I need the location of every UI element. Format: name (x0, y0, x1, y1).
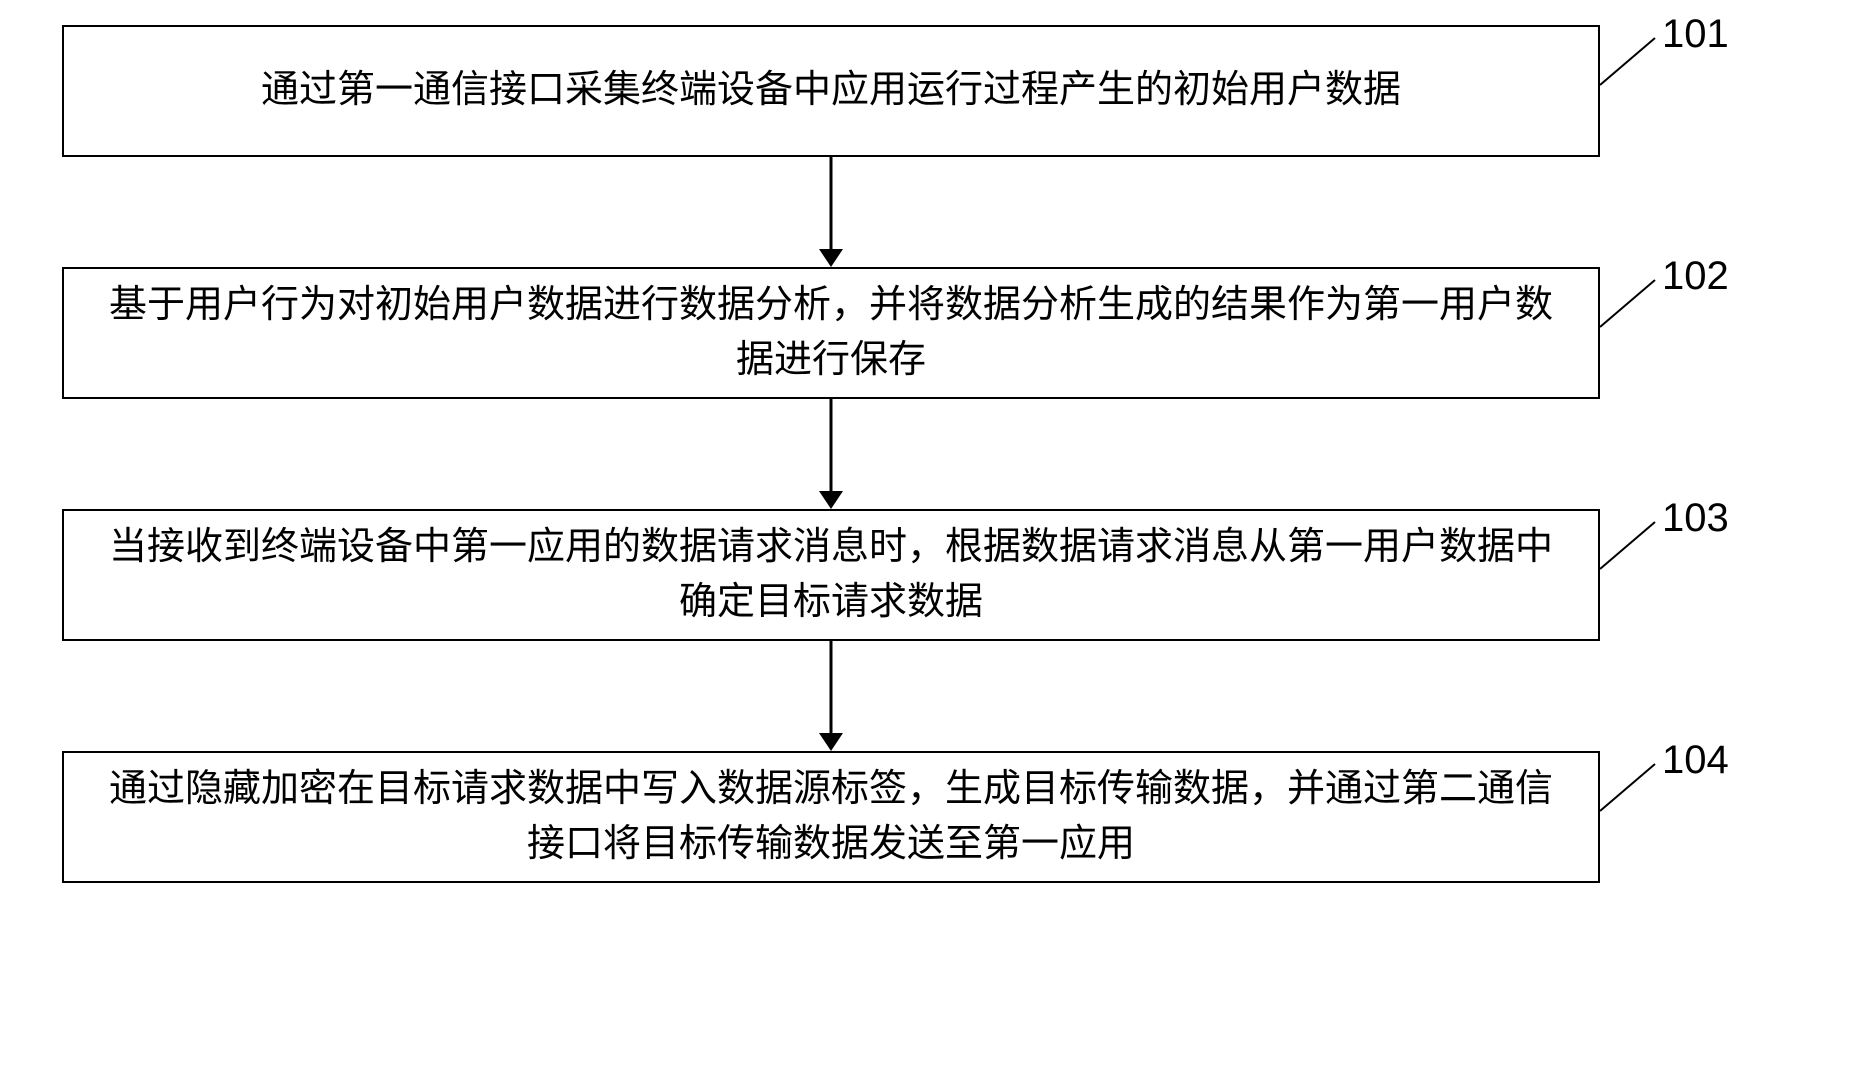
leader-line-4 (0, 0, 1852, 1083)
flowchart-canvas: 通过第一通信接口采集终端设备中应用运行过程产生的初始用户数据101基于用户行为对… (0, 0, 1852, 1083)
